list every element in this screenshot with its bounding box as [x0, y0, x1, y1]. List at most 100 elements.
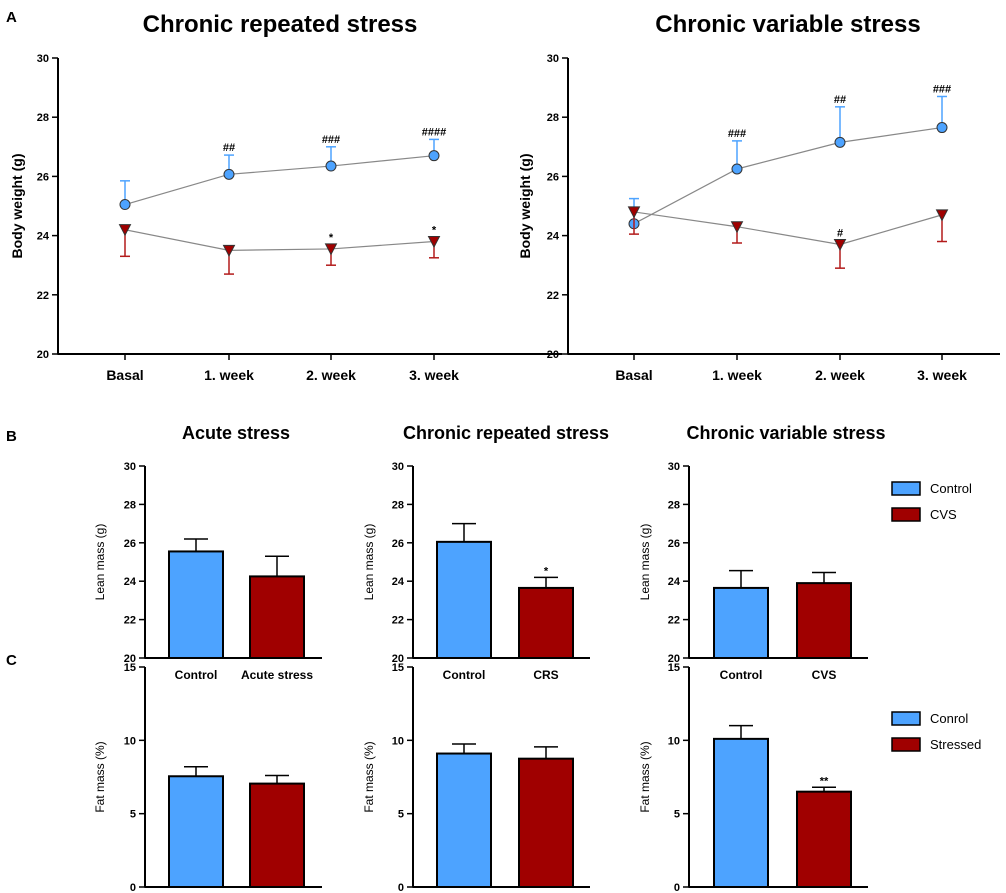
- y-tick-label: 26: [124, 538, 136, 550]
- data-point: [428, 150, 440, 162]
- y-tick-label: 30: [124, 461, 136, 473]
- x-tick-label: Basal: [615, 367, 652, 383]
- chart-title: Chronic variable stress: [655, 11, 920, 38]
- legend-label-stressed: Stressed: [930, 737, 981, 752]
- significance-label: ##: [223, 142, 235, 154]
- chart-8: 0 5 10 15 Fat mass (%) **: [638, 662, 868, 893]
- data-point: [118, 224, 132, 237]
- chart-title: Chronic repeated stress: [403, 423, 609, 443]
- significance-label: *: [329, 232, 334, 244]
- chart-title: Chronic repeated stress: [143, 11, 418, 38]
- x-tick-label: 1. week: [204, 367, 254, 383]
- chart-7: 0 5 10 15 Fat mass (%): [362, 662, 590, 893]
- data-point: [833, 238, 847, 252]
- bar: [249, 782, 305, 888]
- data-point: [834, 136, 846, 148]
- y-tick-label: 22: [37, 290, 49, 302]
- y-axis-label: Body weight (g): [517, 154, 533, 259]
- y-tick-label: 0: [398, 882, 404, 893]
- y-axis-label: Lean mass (g): [362, 524, 376, 601]
- x-tick-label: Basal: [106, 367, 143, 383]
- significance-label: ##: [834, 94, 846, 106]
- data-point: [731, 163, 743, 175]
- data-point: [936, 122, 948, 134]
- significance-label: *: [544, 565, 549, 577]
- y-tick-label: 20: [124, 653, 136, 665]
- x-tick-label: CVS: [812, 668, 837, 682]
- y-tick-label: 24: [37, 231, 50, 243]
- data-point: [427, 236, 441, 249]
- y-tick-label: 15: [668, 662, 680, 674]
- y-tick-label: 15: [124, 662, 136, 674]
- significance-label: ###: [933, 83, 951, 95]
- chart-3: Acute stress 20 22 24 26 28 30 Lean mass (g) Con…: [93, 423, 322, 682]
- y-tick-label: 10: [392, 735, 404, 747]
- y-tick-label: 28: [124, 499, 136, 511]
- panel-label-a: A: [6, 9, 17, 26]
- legend-fat: Conrol Stressed: [891, 711, 981, 752]
- y-tick-label: 30: [547, 53, 559, 65]
- legend-swatch-cvs: [891, 507, 921, 522]
- y-tick-label: 22: [668, 615, 680, 627]
- y-tick-label: 22: [124, 615, 136, 627]
- x-tick-label: Control: [175, 668, 218, 682]
- legend-label-conrol: Conrol: [930, 711, 968, 726]
- bar: [249, 575, 305, 660]
- y-tick-label: 26: [547, 171, 559, 183]
- y-tick-label: 10: [124, 735, 136, 747]
- x-tick-label: CRS: [533, 668, 558, 682]
- y-tick-label: 24: [124, 576, 137, 588]
- panel-label-b: B: [6, 428, 17, 445]
- y-tick-label: 24: [547, 231, 560, 243]
- y-tick-label: 26: [668, 538, 680, 550]
- y-tick-label: 20: [37, 349, 49, 361]
- y-tick-label: 24: [392, 576, 405, 588]
- data-point: [324, 243, 338, 256]
- y-axis-label: Lean mass (g): [93, 524, 107, 601]
- bar: [168, 550, 224, 659]
- y-tick-label: 22: [547, 290, 559, 302]
- chart-2: Chronic variable stress 20 22 24 26 28 30 Body …: [517, 11, 1000, 383]
- data-point: [119, 199, 131, 211]
- y-axis-label: Body weight (g): [9, 154, 25, 259]
- chart-title: Chronic variable stress: [686, 423, 885, 443]
- bar: [518, 586, 574, 659]
- significance-label: *: [432, 225, 437, 237]
- y-tick-label: 0: [674, 882, 680, 893]
- chart-1: Chronic repeated stress 20 22 24 26 28 30 Body …: [9, 11, 562, 383]
- significance-label: **: [820, 775, 829, 787]
- y-tick-label: 28: [668, 499, 680, 511]
- bar: [518, 757, 574, 889]
- series-line-1: [124, 155, 435, 206]
- y-tick-label: 28: [547, 112, 559, 124]
- bar: [713, 586, 769, 659]
- y-axis-label: Lean mass (g): [638, 524, 652, 601]
- charts-layer: Chronic repeated stress 20 22 24 26 28 30 Body …: [9, 11, 1000, 893]
- y-tick-label: 20: [392, 653, 404, 665]
- panel-label-c: C: [6, 652, 17, 669]
- series-line-1: [633, 126, 943, 225]
- bar: [168, 775, 224, 888]
- significance-label: ###: [322, 134, 340, 146]
- data-point: [627, 206, 641, 219]
- y-tick-label: 26: [392, 538, 404, 550]
- legend-label-control: Control: [930, 481, 972, 496]
- data-point: [935, 209, 949, 222]
- y-tick-label: 22: [392, 615, 404, 627]
- x-tick-label: Control: [443, 668, 486, 682]
- x-tick-label: Acute stress: [241, 668, 313, 682]
- chart-title: Acute stress: [182, 423, 290, 443]
- x-tick-label: 1. week: [712, 367, 762, 383]
- legend-swatch-control: [891, 481, 921, 496]
- significance-label: #: [837, 227, 843, 239]
- y-tick-label: 10: [668, 735, 680, 747]
- series-line-2: [633, 211, 943, 246]
- y-tick-label: 5: [130, 809, 136, 821]
- legend-label-cvs: CVS: [930, 507, 957, 522]
- data-point: [325, 160, 337, 172]
- y-tick-label: 30: [392, 461, 404, 473]
- y-tick-label: 20: [547, 349, 559, 361]
- y-tick-label: 30: [37, 53, 49, 65]
- x-tick-label: Control: [720, 668, 763, 682]
